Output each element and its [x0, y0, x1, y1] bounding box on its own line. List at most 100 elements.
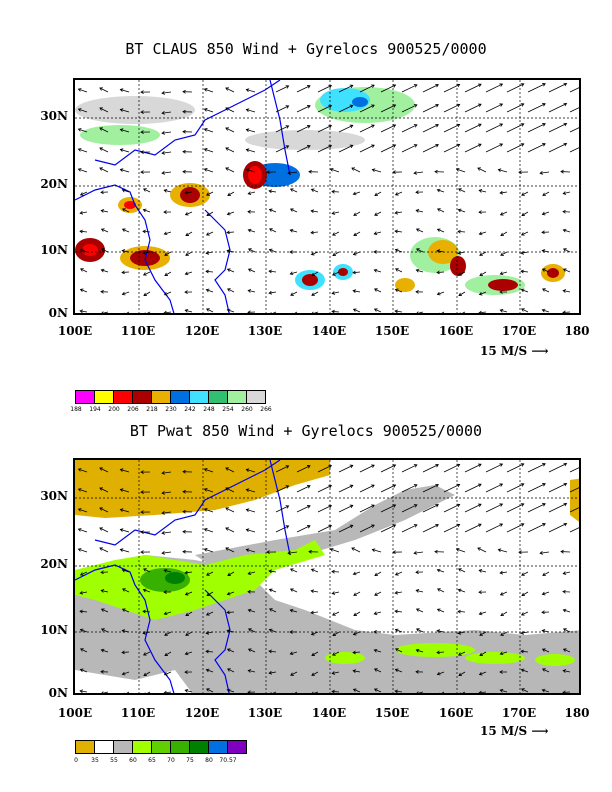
wind-vector-head	[311, 691, 314, 693]
wind-vector-head	[458, 292, 463, 297]
wind-vector-head	[562, 268, 567, 272]
wind-vector-head	[163, 231, 168, 236]
wind-vector-head	[268, 649, 272, 654]
wind-vector-head	[562, 289, 567, 293]
wind-vector-head	[455, 548, 460, 552]
wind-vector-head	[163, 611, 168, 616]
wind-vector-head	[119, 88, 124, 92]
wind-vector-head	[560, 169, 564, 174]
wind-vector-head	[563, 628, 567, 632]
wind-vector	[290, 651, 298, 655]
wind-vector	[359, 104, 375, 113]
wind-vector-head	[268, 569, 273, 574]
wind-vector	[380, 84, 396, 93]
wind-vector	[248, 648, 256, 653]
wind-vector-head	[479, 252, 483, 256]
wind-vector-head	[478, 143, 482, 147]
wind-vector	[464, 83, 482, 93]
wind-vector-head	[374, 572, 378, 576]
wind-vector	[441, 691, 445, 693]
wind-vector-head	[520, 503, 525, 507]
wind-vector-head	[457, 609, 461, 614]
wind-vector-head	[371, 484, 375, 488]
wind-vector	[443, 464, 460, 473]
bottom-panel-title: BT Pwat 850 Wind + Gyrelocs 900525/0000	[129, 422, 483, 440]
wind-vector-head	[121, 650, 125, 655]
wind-vector-head	[140, 530, 144, 534]
wind-vector-head	[499, 83, 504, 87]
wind-vector-head	[100, 570, 104, 575]
wind-vector	[99, 87, 109, 93]
wind-vector-head	[416, 311, 419, 313]
wind-vector-head	[289, 250, 293, 254]
wind-vector	[80, 591, 88, 594]
wind-vector-head	[331, 569, 335, 574]
wind-vector-head	[478, 210, 482, 215]
wind-vector-head	[289, 208, 294, 212]
wind-vector	[436, 271, 445, 274]
legend-value: 75	[186, 757, 194, 764]
wind-vector	[272, 691, 277, 693]
wind-vector-head	[77, 468, 82, 472]
wind-vector	[374, 211, 382, 216]
wind-vector-head	[142, 588, 147, 593]
wind-vector-head	[459, 312, 461, 313]
wind-vector	[80, 211, 88, 214]
wind-vector-head	[142, 609, 146, 614]
wind-vector-head	[161, 171, 166, 175]
wind-vector	[227, 211, 235, 215]
wind-vector-head	[478, 123, 482, 127]
wind-vector-head	[562, 209, 566, 214]
wind-vector	[353, 670, 361, 673]
wind-vector	[164, 691, 172, 693]
wind-vector-head	[520, 523, 525, 527]
wind-vector	[479, 671, 487, 676]
wind-vector-head	[541, 591, 546, 596]
wind-vector	[78, 108, 88, 113]
wind-vector-head	[562, 690, 566, 693]
wind-vector-head	[413, 464, 418, 468]
wind-vector-head	[436, 228, 441, 232]
wind-vector	[374, 571, 382, 576]
wind-vector	[359, 464, 375, 473]
wind-vector-head	[436, 291, 441, 296]
wind-vector-head	[373, 668, 378, 672]
wind-vector-head	[289, 568, 294, 572]
wind-vector-head	[499, 212, 504, 216]
wind-vector-head	[182, 489, 186, 494]
wind-vector-head	[310, 188, 315, 192]
wind-vector-head	[371, 84, 375, 88]
wind-vector	[269, 228, 277, 233]
wind-vector-head	[395, 268, 399, 272]
wind-vector	[569, 487, 579, 493]
wind-vector	[227, 571, 235, 576]
wind-vector-head	[311, 292, 315, 296]
wind-vector-head	[247, 589, 251, 594]
wind-vector-head	[562, 571, 567, 575]
top-ytick-0n: 0N	[48, 306, 68, 320]
wind-vector	[540, 171, 550, 174]
wind-vector	[563, 648, 571, 653]
wind-vector-head	[143, 292, 147, 297]
wind-vector-head	[562, 228, 567, 233]
wind-vector	[395, 211, 403, 214]
wind-vector-head	[415, 228, 420, 232]
wind-vector-head	[144, 692, 146, 693]
wind-vector	[548, 143, 567, 153]
wind-vector	[338, 104, 353, 113]
wind-vector	[101, 269, 109, 273]
wind-vector-head	[245, 108, 250, 112]
wind-vector-head	[80, 268, 84, 272]
wind-vector-head	[457, 652, 462, 656]
wind-vector	[527, 103, 546, 113]
wind-vector-head	[415, 268, 420, 273]
wind-vector-head	[140, 550, 144, 554]
wind-vector	[506, 523, 524, 533]
wind-vector	[569, 467, 579, 473]
wind-vector-head	[373, 630, 377, 634]
wind-vector-head	[374, 192, 378, 196]
wind-vector	[296, 525, 311, 533]
wind-vector	[563, 248, 571, 253]
wind-vector	[120, 129, 130, 133]
wind-vector-head	[225, 107, 229, 111]
